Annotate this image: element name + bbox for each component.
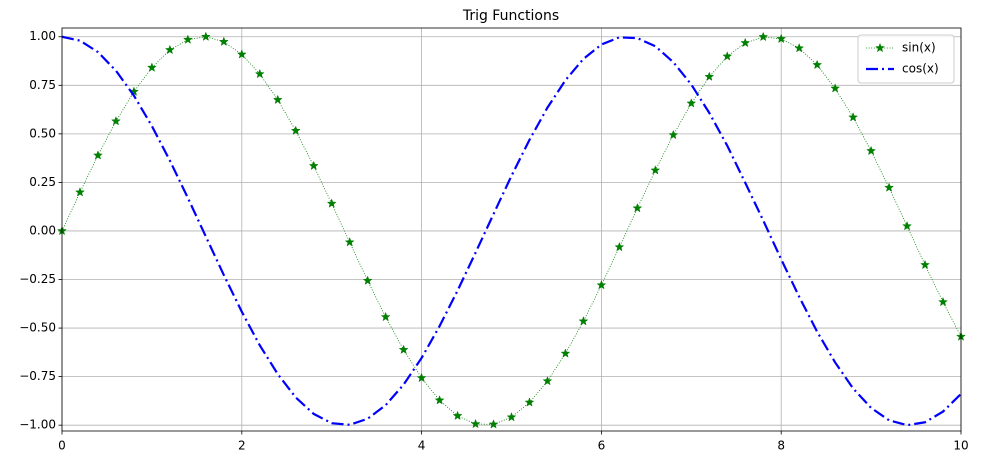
marker [668,129,679,140]
marker [308,160,319,171]
marker [830,83,841,93]
marker [884,182,895,192]
legend-label: cos(x) [902,62,939,76]
marker [254,68,265,79]
marker [524,397,535,407]
marker [182,34,193,44]
marker [470,418,481,429]
marker [416,372,427,383]
marker [110,116,121,126]
marker [596,279,607,290]
marker [146,62,157,72]
y-tick-label: −0.25 [19,272,56,286]
x-tick-label: 0 [58,439,66,453]
y-tick-label: 0.75 [29,78,56,92]
marker [452,410,463,421]
y-tick-label: 0.50 [29,126,56,140]
marker [164,44,175,55]
marker [758,31,769,42]
marker [704,71,715,81]
legend-label: sin(x) [902,41,936,55]
marker [200,31,211,41]
marker [290,125,301,135]
marker [362,275,373,285]
plot-frame [61,27,962,432]
marker [326,198,337,208]
marker [344,237,355,247]
marker [272,94,283,105]
x-tick-label: 10 [953,439,968,453]
marker [920,259,930,270]
x-tick-label: 6 [598,439,606,453]
marker [488,419,499,429]
y-tick-label: −1.00 [19,418,56,432]
marker [560,348,571,358]
marker [794,42,805,53]
x-tick-label: 4 [418,439,426,453]
y-tick-label: −0.50 [19,321,56,335]
y-tick-label: 0.25 [29,175,56,189]
marker [938,296,948,307]
marker [434,395,445,405]
grid [61,28,962,431]
marker [93,150,103,160]
marker [542,375,553,386]
marker [380,311,391,322]
marker [776,33,787,44]
marker [578,316,589,326]
x-tick-label: 8 [777,439,785,453]
marker [902,220,913,231]
legend-marker [875,42,885,53]
marker [75,187,85,197]
marker [722,51,733,61]
chart-title: Trig Functions [462,8,559,24]
marker [614,241,625,252]
marker [218,36,229,47]
marker [812,59,823,70]
marker [632,203,643,213]
marker [740,37,751,48]
y-tick-label: 0.00 [29,223,56,237]
x-tick-label: 2 [238,439,246,453]
marker [848,112,859,122]
marker [866,145,877,156]
line [61,35,962,427]
marker [236,49,247,59]
marker [686,98,697,108]
marker [650,165,661,175]
y-tick-label: 1.00 [29,29,56,43]
marker [398,344,409,355]
marker [506,411,517,422]
y-tick-label: −0.75 [19,369,56,383]
legend: sin(x) cos(x) [857,34,955,84]
